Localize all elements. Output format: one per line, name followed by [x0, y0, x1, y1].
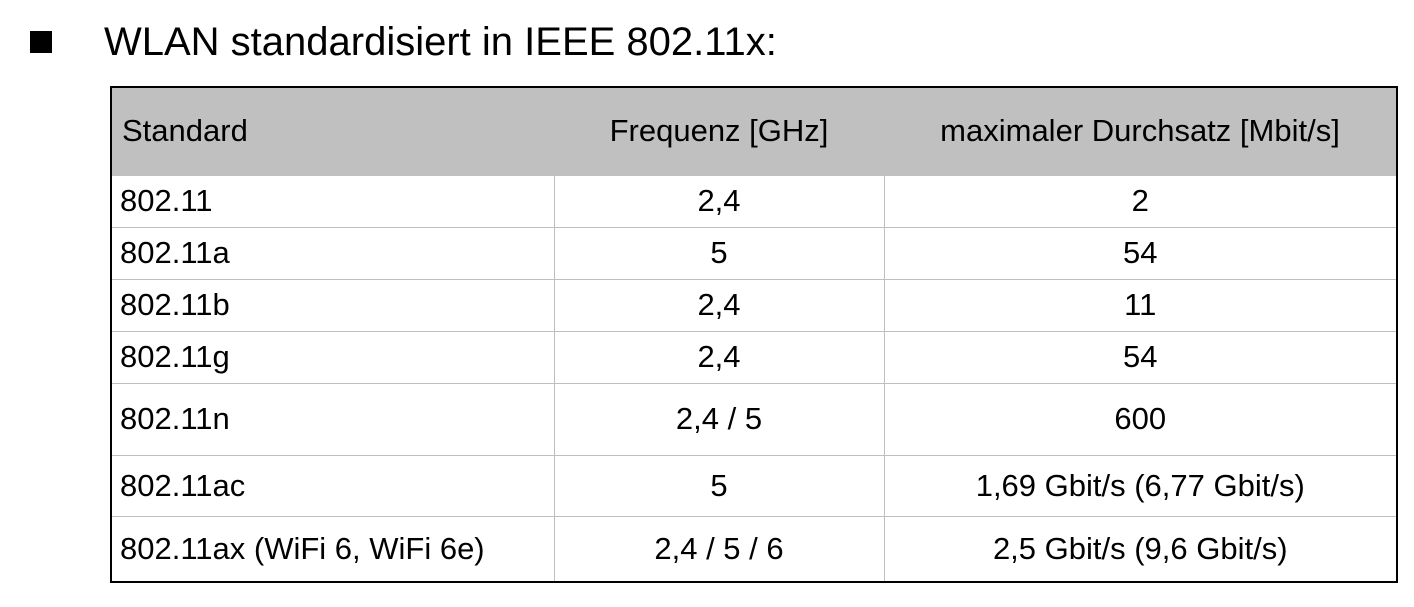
table-row: 802.11ac 5 1,69 Gbit/s (6,77 Gbit/s) [111, 454, 1397, 517]
cell-throughput: 2 [883, 174, 1397, 228]
cell-standard: 802.11a [111, 226, 555, 280]
cell-standard: 802.11 [111, 174, 555, 228]
header-frequency: Frequenz [GHz] [609, 113, 829, 149]
cell-throughput: 54 [883, 330, 1397, 384]
cell-frequency: 2,4 / 5 [553, 382, 885, 456]
cell-frequency: 2,4 / 5 / 6 [553, 515, 885, 582]
table-row: 802.11b 2,4 11 [111, 278, 1397, 332]
cell-throughput: 2,5 Gbit/s (9,6 Gbit/s) [883, 515, 1397, 582]
table-row: 802.11a 5 54 [111, 226, 1397, 280]
cell-throughput: 54 [883, 226, 1397, 280]
table-header-row: Standard Frequenz [GHz] maximaler Durchs… [111, 87, 1397, 175]
table-row: 802.11g 2,4 54 [111, 330, 1397, 384]
table-row: 802.11 2,4 2 [111, 174, 1397, 228]
page-heading: WLAN standardisiert in IEEE 802.11x: [104, 20, 777, 64]
heading-line: WLAN standardisiert in IEEE 802.11x: [30, 14, 777, 70]
cell-throughput: 1,69 Gbit/s (6,77 Gbit/s) [883, 454, 1397, 517]
cell-frequency: 2,4 [553, 330, 885, 384]
cell-standard: 802.11n [111, 382, 555, 456]
cell-throughput: 600 [883, 382, 1397, 456]
wlan-standards-table: Standard Frequenz [GHz] maximaler Durchs… [110, 86, 1398, 583]
table-row: 802.11ax (WiFi 6, WiFi 6e) 2,4 / 5 / 6 2… [111, 515, 1397, 582]
cell-throughput: 11 [883, 278, 1397, 332]
table-row: 802.11n 2,4 / 5 600 [111, 382, 1397, 456]
header-standard: Standard [122, 113, 248, 149]
cell-standard: 802.11b [111, 278, 555, 332]
header-throughput: maximaler Durchsatz [Mbit/s] [940, 113, 1340, 149]
cell-frequency: 5 [553, 454, 885, 517]
bullet-square-icon [30, 31, 52, 53]
cell-standard: 802.11ac [111, 454, 555, 517]
cell-frequency: 2,4 [553, 278, 885, 332]
cell-frequency: 5 [553, 226, 885, 280]
cell-standard: 802.11g [111, 330, 555, 384]
cell-standard: 802.11ax (WiFi 6, WiFi 6e) [111, 515, 555, 582]
cell-frequency: 2,4 [553, 174, 885, 228]
